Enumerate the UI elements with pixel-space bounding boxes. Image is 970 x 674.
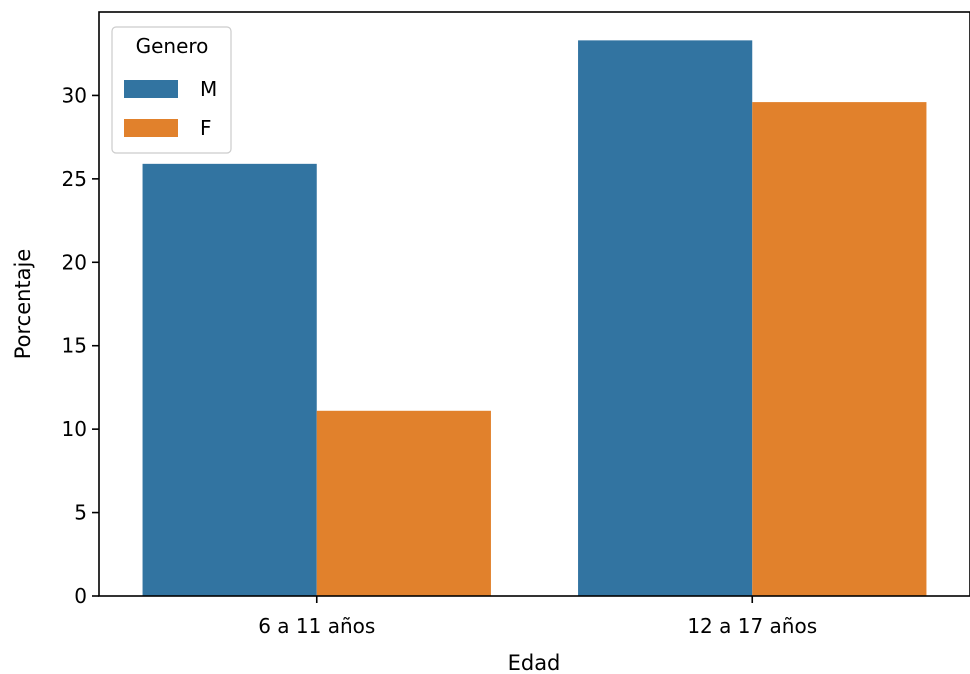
- x-axis: 6 a 11 años 12 a 17 años: [258, 596, 817, 638]
- plot-frame: [98, 11, 970, 597]
- y-tick-label: 5: [74, 501, 87, 525]
- y-tick-label: 30: [62, 83, 87, 107]
- bar-m-1: [578, 40, 753, 596]
- legend: Genero M F: [111, 26, 232, 154]
- x-axis-label: Edad: [508, 651, 561, 674]
- legend-title: Genero: [136, 34, 209, 58]
- y-tick-label: 20: [62, 250, 87, 274]
- legend-swatch-m: [124, 80, 178, 98]
- y-axis-label: Porcentaje: [11, 249, 35, 360]
- bar-f-0: [316, 410, 491, 596]
- x-tick-label: 6 a 11 años: [258, 614, 375, 638]
- y-tick-label: 15: [62, 334, 87, 358]
- y-tick-label: 25: [62, 167, 87, 191]
- x-tick-label: 12 a 17 años: [687, 614, 817, 638]
- legend-label-f: F: [200, 116, 212, 140]
- plot-area: [142, 40, 927, 597]
- y-axis: 0 5 10 15 20 25 30: [62, 83, 99, 608]
- legend-label-m: M: [200, 77, 217, 101]
- y-tick-label: 0: [74, 584, 87, 608]
- bar-f-1: [752, 102, 927, 597]
- bar-m-0: [142, 163, 317, 596]
- legend-swatch-f: [124, 119, 178, 137]
- y-tick-label: 10: [62, 417, 87, 441]
